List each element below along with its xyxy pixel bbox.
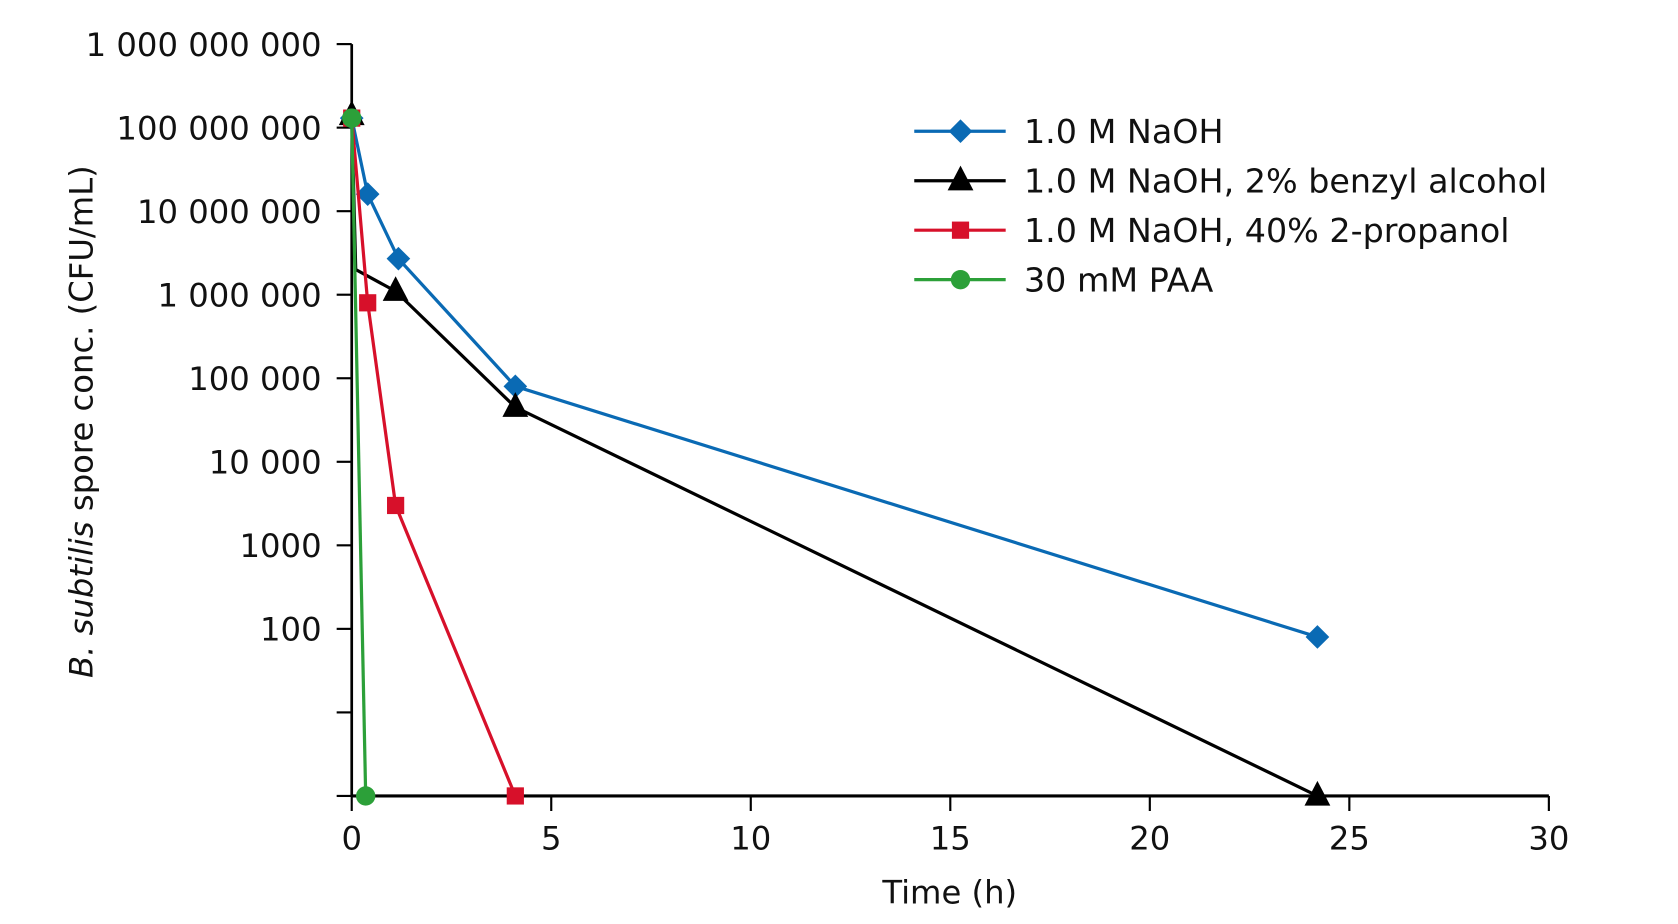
series-line — [350, 118, 368, 796]
y-tick-label: 100 — [260, 611, 322, 649]
series-line — [350, 117, 517, 797]
legend-item: 1.0 M NaOH — [914, 112, 1224, 151]
y-axis-label: B. subtilis spore conc. (CFU/mL) — [63, 165, 101, 678]
square-marker — [387, 496, 405, 515]
square-marker — [359, 294, 377, 312]
diamond-marker — [355, 182, 380, 206]
y-tick-label: 1 000 000 — [157, 277, 321, 315]
x-tick-label: 25 — [1329, 820, 1370, 858]
x-tick-label: 20 — [1129, 820, 1170, 858]
diamond-marker — [948, 119, 973, 144]
triangle-marker — [1304, 780, 1331, 806]
diamond-marker — [386, 246, 411, 271]
legend-label: 1.0 M NaOH — [1024, 112, 1224, 151]
circle-marker — [342, 108, 362, 128]
legend-item: 30 mM PAA — [914, 260, 1213, 299]
legend-label: 1.0 M NaOH, 40% 2-propanol — [1024, 211, 1510, 250]
y-tick-label: 100 000 — [188, 360, 321, 398]
legend-item: 1.0 M NaOH, 2% benzyl alcohol — [914, 162, 1547, 201]
axes: 0 5 10 15 20 25 30 1 000 000 000 100 000 000 10 0… — [86, 26, 1570, 858]
diamond-marker — [1305, 625, 1330, 649]
x-tick-label: 10 — [730, 820, 771, 858]
series-3 — [342, 108, 376, 806]
x-tick-label: 5 — [541, 820, 562, 858]
triangle-marker — [502, 392, 529, 417]
y-tick-label: 1 000 000 000 — [86, 26, 322, 64]
y-tick-label: 100 000 000 — [116, 109, 321, 147]
legend: 1.0 M NaOH 1.0 M NaOH, 2% benzyl alcohol 1… — [914, 112, 1547, 299]
series-1 — [338, 100, 1331, 806]
series-group — [338, 100, 1331, 806]
x-tick-label: 30 — [1528, 820, 1569, 858]
y-axis-label-rest: spore conc. (CFU/mL) — [63, 165, 101, 521]
triangle-marker — [947, 165, 974, 191]
x-tick-label: 15 — [930, 820, 971, 858]
circle-marker — [356, 786, 376, 806]
triangle-marker — [382, 276, 409, 301]
y-axis-label-italic: B. subtilis — [63, 521, 101, 678]
y-tick-label: 10 000 000 — [137, 193, 322, 231]
y-tick-label: 1000 — [240, 527, 322, 565]
x-axis-label: Time (h) — [881, 874, 1017, 912]
diamond-marker — [503, 374, 528, 399]
legend-label: 30 mM PAA — [1024, 260, 1214, 299]
square-marker — [506, 787, 524, 805]
square-marker — [951, 221, 970, 239]
y-tick-label: 10 000 — [209, 444, 322, 482]
series-2 — [343, 109, 524, 805]
legend-item: 1.0 M NaOH, 40% 2-propanol — [914, 211, 1510, 250]
x-tick-label: 0 — [341, 820, 362, 858]
legend-label: 1.0 M NaOH, 2% benzyl alcohol — [1024, 162, 1547, 201]
circle-marker — [950, 269, 971, 290]
